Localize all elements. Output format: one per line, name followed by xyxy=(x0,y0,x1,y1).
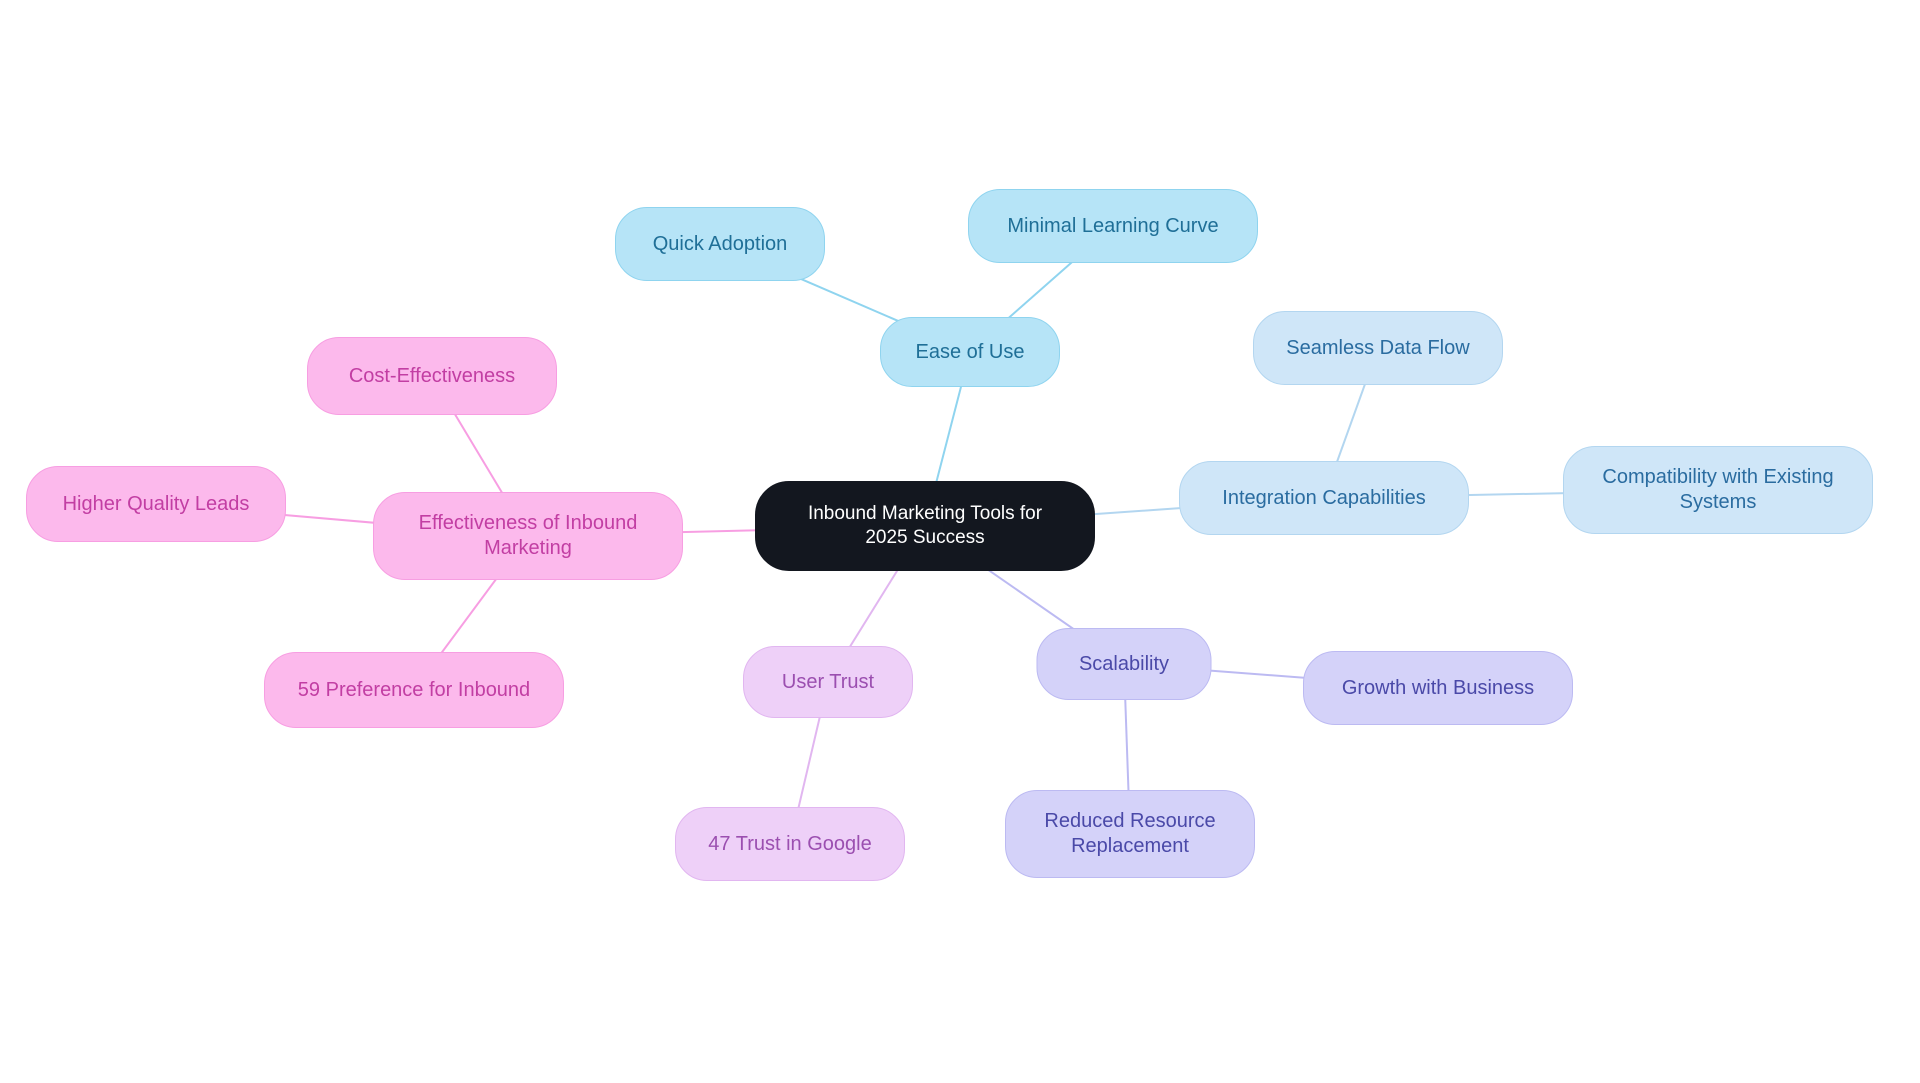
node-label: Minimal Learning Curve xyxy=(1007,214,1218,239)
node-59pref: 59 Preference for Inbound xyxy=(264,652,564,728)
node-effective: Effectiveness of Inbound Marketing xyxy=(373,492,683,580)
node-min-learning: Minimal Learning Curve xyxy=(968,189,1258,263)
node-label: Effectiveness of Inbound Marketing xyxy=(419,511,638,561)
node-trust: User Trust xyxy=(743,646,913,718)
node-label: Ease of Use xyxy=(916,340,1025,365)
node-quick-adoption: Quick Adoption xyxy=(615,207,825,281)
mindmap-canvas: Inbound Marketing Tools for 2025 Success… xyxy=(0,0,1920,1083)
node-label: Quick Adoption xyxy=(653,232,788,257)
node-growth: Growth with Business xyxy=(1303,651,1573,725)
node-label: 59 Preference for Inbound xyxy=(298,678,530,703)
node-reduced: Reduced Resource Replacement xyxy=(1005,790,1255,878)
node-label: Reduced Resource Replacement xyxy=(1044,809,1215,859)
node-label: Integration Capabilities xyxy=(1222,486,1425,511)
node-label: Inbound Marketing Tools for 2025 Success xyxy=(808,502,1042,550)
node-compat: Compatibility with Existing Systems xyxy=(1563,446,1873,534)
node-label: Compatibility with Existing Systems xyxy=(1602,465,1833,515)
node-47trust: 47 Trust in Google xyxy=(675,807,905,881)
node-label: Cost-Effectiveness xyxy=(349,364,515,389)
node-cost: Cost-Effectiveness xyxy=(307,337,557,415)
node-quality: Higher Quality Leads xyxy=(26,466,286,542)
node-center: Inbound Marketing Tools for 2025 Success xyxy=(755,481,1095,571)
node-integration: Integration Capabilities xyxy=(1179,461,1469,535)
node-label: 47 Trust in Google xyxy=(708,832,871,857)
node-seamless: Seamless Data Flow xyxy=(1253,311,1503,385)
node-label: Growth with Business xyxy=(1342,676,1534,701)
node-scalability: Scalability xyxy=(1037,628,1212,700)
node-label: User Trust xyxy=(782,670,874,695)
node-label: Scalability xyxy=(1079,652,1169,677)
node-ease: Ease of Use xyxy=(880,317,1060,387)
node-label: Seamless Data Flow xyxy=(1286,336,1469,361)
node-label: Higher Quality Leads xyxy=(63,492,250,517)
